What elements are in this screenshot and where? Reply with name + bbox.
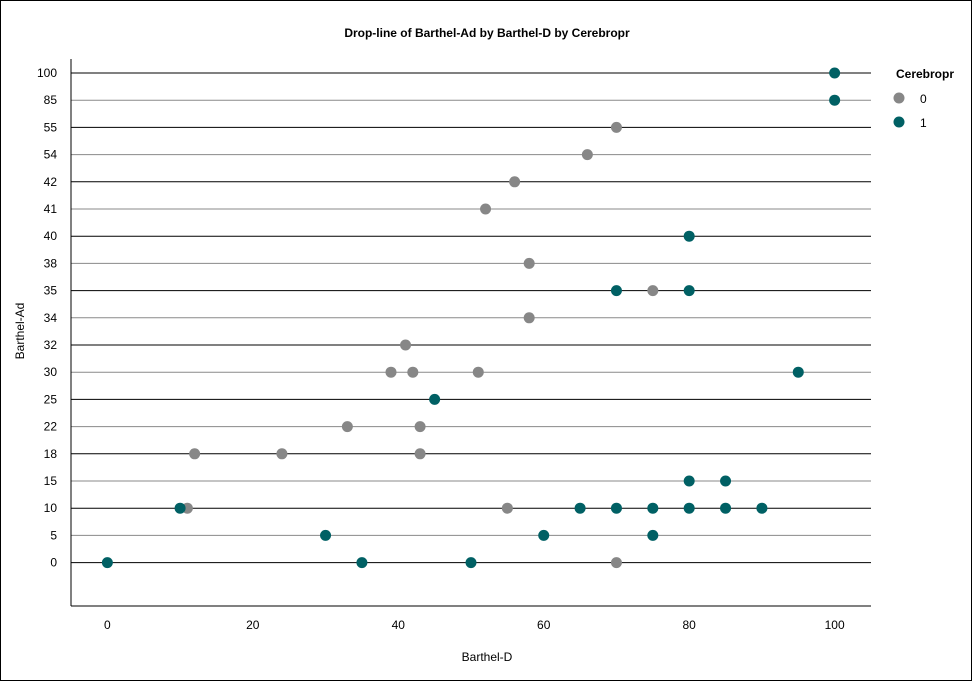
y-tick-label: 85 [44, 93, 58, 107]
data-point-series-0 [509, 176, 521, 188]
data-point-series-1 [829, 94, 841, 106]
data-point-series-1 [465, 557, 477, 569]
y-tick-label: 30 [44, 365, 58, 379]
x-tick-label: 0 [104, 618, 111, 632]
data-point-series-0 [400, 339, 412, 351]
y-tick-label: 22 [44, 420, 58, 434]
y-tick-label: 18 [44, 447, 58, 461]
y-tick-label: 5 [50, 528, 57, 542]
y-tick-label: 55 [44, 120, 58, 134]
data-point-series-0 [407, 366, 419, 378]
y-tick-label: 15 [44, 474, 58, 488]
data-point-series-1 [610, 502, 622, 514]
grid-lines [71, 72, 871, 564]
data-point-series-1 [429, 393, 441, 405]
legend-label-0: 0 [920, 92, 927, 106]
y-tick-label: 42 [44, 175, 58, 189]
data-point-series-1 [174, 502, 186, 514]
x-tick-label: 20 [246, 618, 260, 632]
data-point-series-0 [610, 557, 622, 569]
data-point-series-1 [720, 475, 732, 487]
x-tick-label: 80 [683, 618, 697, 632]
data-point-series-0 [581, 149, 593, 161]
data-point-series-1 [610, 285, 622, 297]
legend: Cerebropr 01 [893, 67, 954, 130]
data-point-series-0 [472, 366, 484, 378]
data-point-series-1 [829, 67, 841, 79]
data-point-series-0 [523, 312, 535, 324]
y-tick-label: 32 [44, 338, 58, 352]
chart-title: Drop-line of Barthel-Ad by Barthel-D by … [344, 26, 630, 40]
data-point-series-1 [683, 230, 695, 242]
data-point-series-1 [683, 285, 695, 297]
data-point-series-0 [189, 448, 201, 460]
data-point-series-1 [101, 557, 113, 569]
data-point-series-1 [647, 529, 659, 541]
legend-label-1: 1 [920, 116, 927, 130]
x-tick-label: 40 [392, 618, 406, 632]
data-point-series-1 [720, 502, 732, 514]
data-points [101, 67, 841, 569]
legend-marker-1 [893, 116, 905, 128]
data-point-series-0 [480, 203, 492, 215]
data-point-series-0 [501, 502, 513, 514]
data-point-series-1 [683, 475, 695, 487]
data-point-series-1 [647, 502, 659, 514]
data-point-series-0 [647, 285, 659, 297]
data-point-series-0 [610, 121, 622, 133]
y-tick-labels: 100 85 55 54 42 41 40 38 35 34 32 30 25 22 18 15 10 5 0 [37, 66, 57, 570]
y-tick-label: 25 [44, 392, 58, 406]
data-point-series-1 [538, 529, 550, 541]
data-point-series-0 [276, 448, 288, 460]
x-tick-labels: 0 20 40 60 80 100 [104, 618, 845, 632]
data-point-series-0 [414, 421, 426, 433]
legend-title: Cerebropr [896, 67, 954, 81]
y-axis-label: Barthel-Ad [13, 303, 27, 360]
y-tick-label: 34 [44, 311, 58, 325]
legend-items: 01 [893, 92, 927, 130]
y-tick-label: 40 [44, 229, 58, 243]
data-point-series-0 [341, 421, 353, 433]
x-tick-label: 60 [537, 618, 551, 632]
data-point-series-0 [414, 448, 426, 460]
y-tick-label: 0 [50, 556, 57, 570]
data-point-series-1 [320, 529, 332, 541]
y-tick-label: 100 [37, 66, 57, 80]
data-point-series-1 [756, 502, 768, 514]
x-axis-label: Barthel-D [462, 650, 513, 664]
y-tick-label: 54 [44, 148, 58, 162]
y-tick-label: 35 [44, 284, 58, 298]
y-tick-label: 41 [44, 202, 58, 216]
x-tick-label: 100 [825, 618, 845, 632]
y-tick-label: 38 [44, 256, 58, 270]
data-point-series-0 [523, 257, 535, 269]
data-point-series-1 [792, 366, 804, 378]
data-point-series-1 [356, 557, 368, 569]
axes [70, 59, 871, 607]
y-tick-label: 10 [44, 501, 58, 515]
data-point-series-0 [385, 366, 397, 378]
data-point-series-1 [574, 502, 586, 514]
data-point-series-1 [683, 502, 695, 514]
legend-marker-0 [893, 92, 905, 104]
